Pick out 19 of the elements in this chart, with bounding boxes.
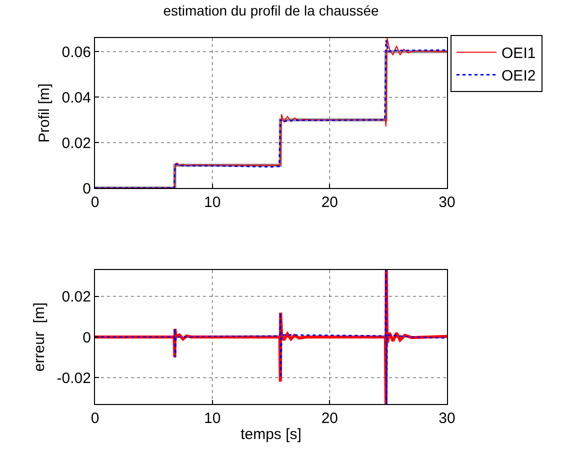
y-tick-label: 0	[82, 180, 91, 198]
y-tick-label: 0.04	[62, 89, 91, 106]
x-tick-label: 20	[321, 194, 338, 211]
y-axis-title: erreur [m]	[31, 302, 48, 372]
x-tick-label: 10	[204, 410, 221, 427]
x-tick-label: 10	[204, 194, 221, 211]
y-tick-label: 0.02	[62, 288, 91, 306]
y-tick-label: -0.02	[56, 370, 91, 387]
y-axis-title: Profil [m]	[36, 83, 54, 143]
x-tick-label: 20	[321, 410, 338, 427]
chart-title: estimation du profil de la chaussée	[163, 2, 379, 19]
x-tick-label: 30	[438, 410, 456, 427]
x-axis-title: temps [s]	[240, 426, 302, 443]
y-tick-label: 0	[82, 329, 91, 346]
x-tick-label: 30	[438, 194, 456, 211]
y-tick-label: 0.06	[62, 44, 91, 61]
y-tick-label: 0.02	[62, 134, 91, 152]
legend-label: OEI2	[502, 68, 536, 85]
legend-label: OEI1	[502, 45, 536, 62]
